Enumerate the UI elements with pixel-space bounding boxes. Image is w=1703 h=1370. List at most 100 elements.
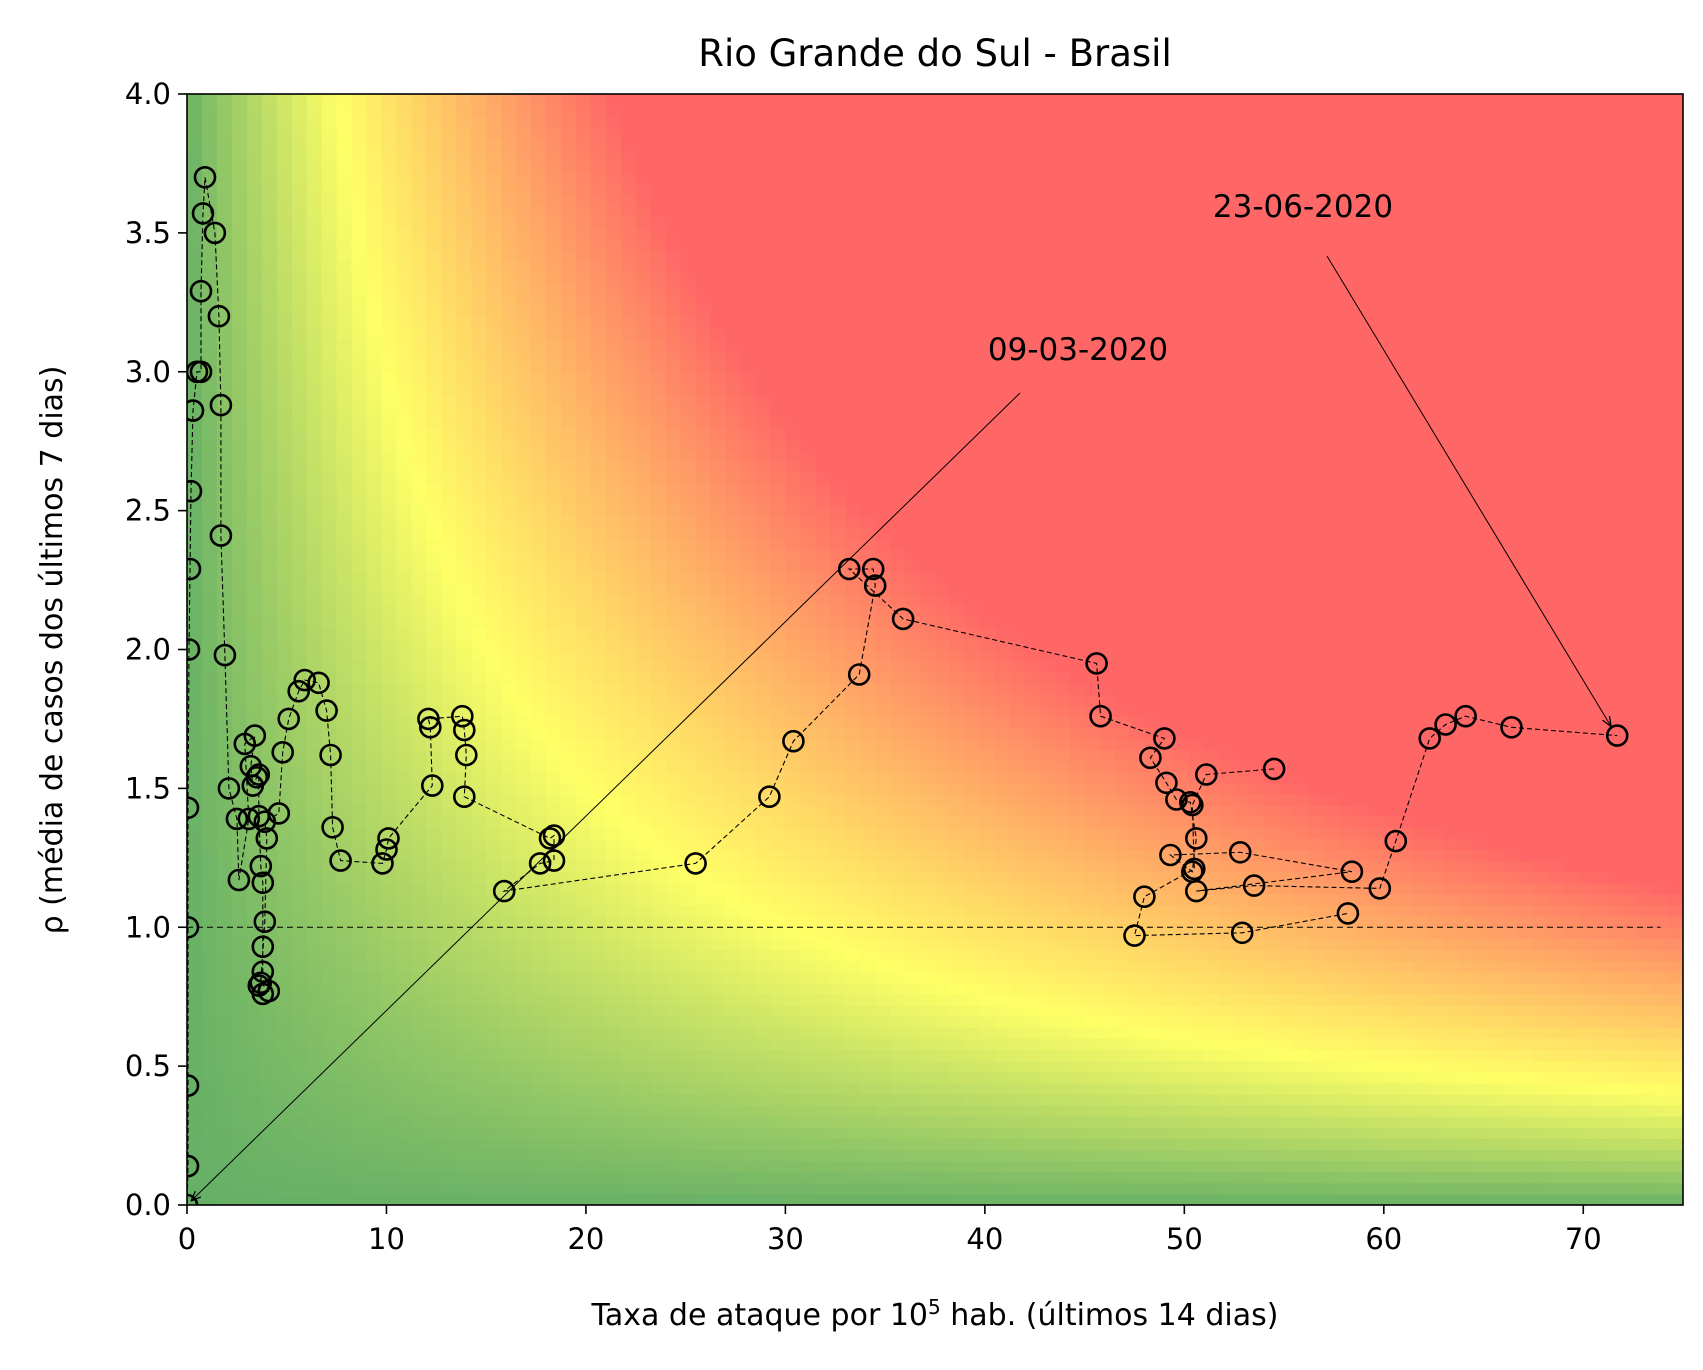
heatmap-cell <box>620 793 637 806</box>
heatmap-cell <box>860 505 876 517</box>
heatmap-cell <box>800 149 816 162</box>
heatmap-cell <box>680 1005 697 1017</box>
heatmap-cell <box>531 738 547 751</box>
heatmap-cell <box>890 516 906 528</box>
heatmap-cell <box>306 105 323 117</box>
heatmap-cell <box>336 660 353 673</box>
heatmap-cell <box>590 705 607 717</box>
heatmap-cell <box>231 1149 248 1162</box>
heatmap-cell <box>650 693 667 706</box>
heatmap-cell <box>755 305 772 317</box>
heatmap-cell <box>456 249 472 262</box>
heatmap-cell <box>381 749 398 762</box>
heatmap-cell <box>755 216 772 228</box>
heatmap-cell <box>276 1071 293 1084</box>
heatmap-cell <box>321 1182 338 1195</box>
heatmap-cell <box>246 460 263 473</box>
heatmap-cell <box>276 971 293 984</box>
heatmap-cell <box>187 1049 203 1062</box>
heatmap-cell <box>516 538 532 551</box>
heatmap-cell <box>605 405 622 417</box>
heatmap-cell <box>321 960 338 973</box>
heatmap-cell <box>740 1182 757 1195</box>
heatmap-cell <box>441 538 457 551</box>
heatmap-cell <box>770 371 786 384</box>
heatmap-cell <box>456 882 472 895</box>
heatmap-cell <box>381 160 398 173</box>
heatmap-cell <box>830 105 846 117</box>
heatmap-cell <box>456 671 472 684</box>
heatmap-cell <box>635 382 652 395</box>
heatmap-cell <box>306 549 323 562</box>
heatmap-cell <box>725 1082 742 1095</box>
heatmap-cell <box>725 682 742 695</box>
heatmap-cell <box>815 582 831 595</box>
heatmap-cell <box>486 471 502 484</box>
heatmap-cell <box>381 416 398 428</box>
heatmap-cell <box>740 249 757 262</box>
heatmap-cell <box>575 871 592 884</box>
heatmap-cell <box>516 849 532 862</box>
heatmap-cell <box>306 271 323 284</box>
heatmap-cell <box>501 682 517 695</box>
heatmap-cell <box>187 349 203 362</box>
heatmap-cell <box>605 1005 622 1017</box>
heatmap-cell <box>531 905 547 917</box>
heatmap-cell <box>426 438 442 451</box>
heatmap-cell <box>575 838 592 851</box>
heatmap-cell <box>785 671 801 684</box>
heatmap-cell <box>306 716 323 728</box>
heatmap-cell <box>650 982 667 995</box>
heatmap-cell <box>875 938 891 951</box>
heatmap-cell <box>890 782 906 795</box>
heatmap-cell <box>830 293 846 306</box>
heatmap-cell <box>351 582 368 595</box>
heatmap-cell <box>665 716 682 728</box>
heatmap-cell <box>426 405 442 417</box>
heatmap-cell <box>575 693 592 706</box>
heatmap-cell <box>845 1082 861 1095</box>
heatmap-cell <box>396 1160 412 1173</box>
heatmap-cell <box>501 1038 517 1051</box>
heatmap-cell <box>246 827 263 839</box>
heatmap-cell <box>575 1071 592 1084</box>
heatmap-cell <box>890 205 906 217</box>
heatmap-cell <box>695 305 712 317</box>
heatmap-cell <box>785 749 801 762</box>
heatmap-cell <box>426 382 442 395</box>
heatmap-cell <box>231 182 248 195</box>
heatmap-cell <box>366 94 383 106</box>
heatmap-cell <box>531 116 547 128</box>
heatmap-cell <box>531 682 547 695</box>
heatmap-cell <box>620 993 637 1006</box>
heatmap-cell <box>531 860 547 873</box>
heatmap-cell <box>187 1116 203 1128</box>
heatmap-cell <box>605 1049 622 1062</box>
heatmap-cell <box>740 871 757 884</box>
heatmap-cell <box>620 316 637 328</box>
heatmap-cell <box>635 593 652 606</box>
heatmap-cell <box>770 1149 786 1162</box>
heatmap-cell <box>351 271 368 284</box>
heatmap-cell <box>830 216 846 228</box>
heatmap-cell <box>815 138 831 151</box>
heatmap-cell <box>620 138 637 151</box>
heatmap-cell <box>246 416 263 428</box>
heatmap-cell <box>276 1138 293 1151</box>
heatmap-cell <box>396 549 412 562</box>
heatmap-cell <box>635 627 652 639</box>
heatmap-cell <box>755 482 772 495</box>
heatmap-cell <box>860 94 876 106</box>
heatmap-cell <box>920 582 936 595</box>
heatmap-cell <box>605 982 622 995</box>
heatmap-cell <box>201 827 218 839</box>
heatmap-cell <box>501 960 517 973</box>
heatmap-cell <box>770 893 786 906</box>
heatmap-cell <box>770 527 786 539</box>
heatmap-cell <box>725 393 742 406</box>
heatmap-cell <box>800 860 816 873</box>
heatmap-cell <box>456 605 472 617</box>
heatmap-cell <box>381 627 398 639</box>
heatmap-cell <box>665 1027 682 1039</box>
heatmap-cell <box>620 949 637 962</box>
